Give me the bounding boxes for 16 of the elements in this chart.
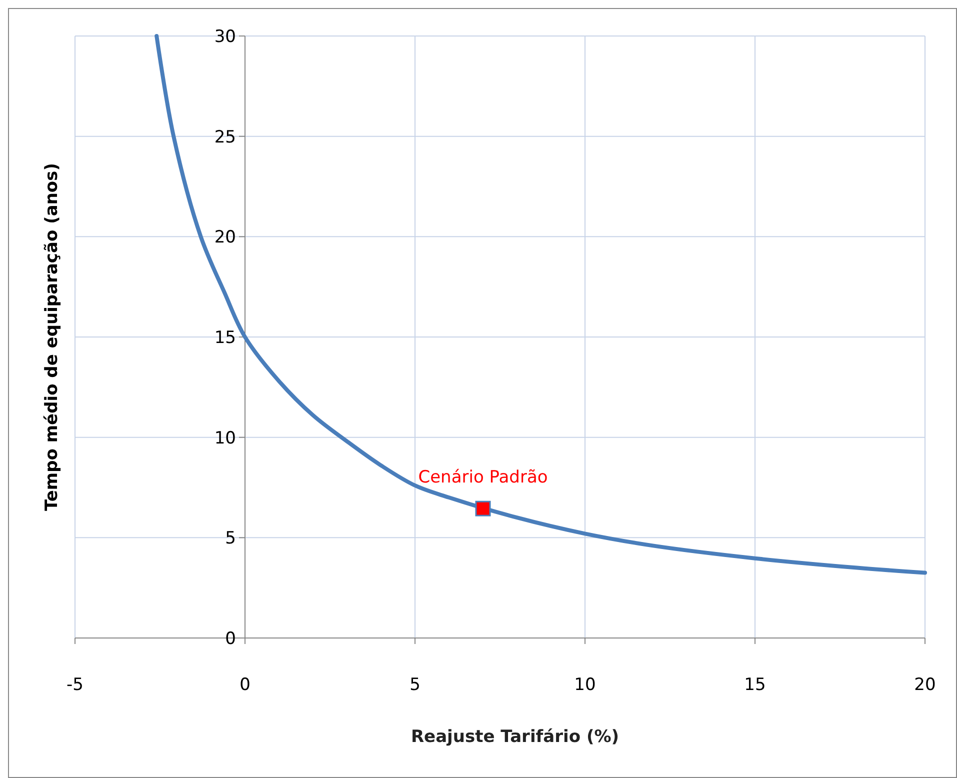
y-tick-label: 30 (214, 27, 236, 47)
x-tick-label: 5 (410, 675, 420, 695)
annotation: Cenário Padrão (418, 468, 548, 488)
y-axis-title: Tempo médio de equiparação (anos) (42, 163, 62, 511)
y-tick-label: 5 (225, 528, 236, 549)
x-tick-label: 15 (744, 675, 766, 695)
x-tick-label: 0 (240, 675, 250, 695)
x-axis-title: Reajuste Tarifário (%) (410, 727, 620, 747)
y-tick-label: 10 (214, 428, 236, 448)
x-tick-label: -5 (66, 675, 84, 695)
x-tick-label: 10 (574, 675, 596, 695)
x-tick-label: 20 (914, 675, 936, 695)
y-tick-label: 0 (225, 629, 236, 649)
y-tick-label: 25 (214, 127, 236, 148)
y-tick-label: 15 (214, 328, 236, 348)
y-tick-label: 20 (214, 228, 236, 248)
